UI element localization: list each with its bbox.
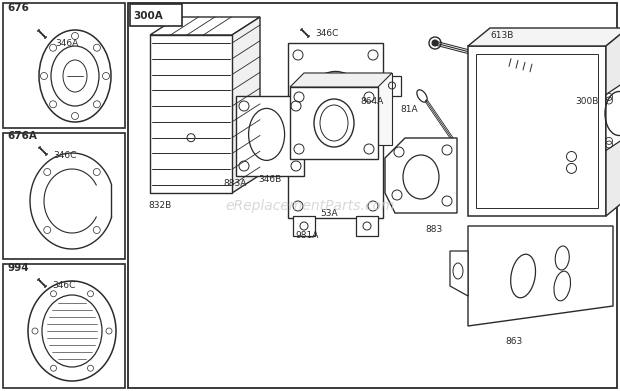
Bar — [356, 216, 378, 236]
Text: 832B: 832B — [148, 201, 171, 210]
Bar — [3, 3, 125, 128]
Polygon shape — [304, 73, 392, 145]
Polygon shape — [290, 73, 392, 87]
Polygon shape — [468, 226, 613, 326]
Ellipse shape — [304, 72, 368, 147]
Text: 300A: 300A — [133, 11, 162, 21]
Bar — [130, 4, 182, 26]
Polygon shape — [236, 96, 304, 176]
Text: 676A: 676A — [7, 131, 37, 141]
Text: 676: 676 — [7, 3, 29, 13]
Text: 346C: 346C — [315, 29, 339, 38]
Polygon shape — [468, 46, 606, 216]
Polygon shape — [385, 138, 457, 213]
Bar — [290, 87, 378, 159]
Polygon shape — [150, 17, 260, 35]
Bar — [3, 264, 125, 388]
Ellipse shape — [314, 99, 354, 147]
Text: 864A: 864A — [360, 97, 383, 106]
Text: 613B: 613B — [490, 32, 513, 41]
Text: 346C: 346C — [53, 151, 76, 160]
Bar — [3, 133, 125, 259]
Polygon shape — [232, 17, 260, 193]
Text: 300B: 300B — [575, 97, 598, 106]
Bar — [288, 43, 383, 218]
Text: 53A: 53A — [320, 208, 338, 217]
Polygon shape — [468, 28, 620, 46]
Text: 883A: 883A — [223, 179, 246, 188]
Text: 346B: 346B — [258, 174, 281, 183]
Circle shape — [432, 40, 438, 46]
Polygon shape — [606, 77, 620, 151]
Bar — [128, 3, 617, 388]
Bar — [150, 35, 232, 193]
Text: eReplacementParts.com: eReplacementParts.com — [225, 199, 395, 213]
Text: 346A: 346A — [55, 38, 78, 47]
Polygon shape — [450, 251, 468, 296]
Text: 981A: 981A — [295, 231, 319, 240]
Text: 994: 994 — [7, 263, 29, 273]
Text: 883: 883 — [425, 224, 442, 233]
Text: 863: 863 — [505, 337, 522, 346]
Bar — [383, 75, 401, 95]
Polygon shape — [606, 28, 620, 216]
Bar — [293, 216, 315, 236]
Text: 81A: 81A — [400, 104, 418, 113]
Text: 346C: 346C — [52, 282, 76, 291]
Bar — [476, 54, 598, 208]
